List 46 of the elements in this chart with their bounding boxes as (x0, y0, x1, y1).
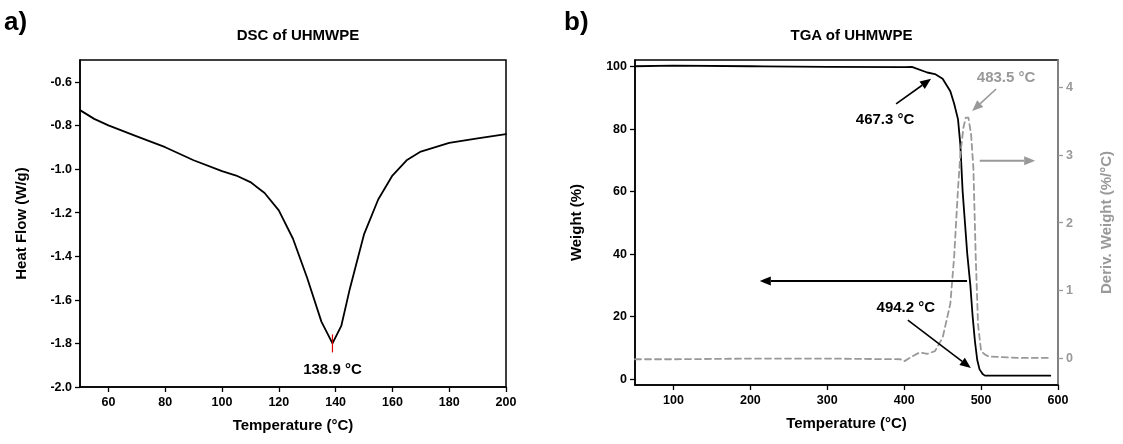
y2-tick-label: 2 (1066, 215, 1073, 230)
y-tick-label: 40 (613, 246, 628, 261)
x-tick-label: 160 (381, 394, 403, 409)
x-tick-label: 60 (101, 394, 116, 409)
y2-tick-label: 3 (1066, 147, 1073, 162)
y-tick-label: -1.8 (50, 336, 73, 351)
y-tick-label: 0 (620, 371, 628, 386)
y-tick-label: -1.0 (50, 162, 73, 176)
annotation: 483.5 °C (976, 68, 1036, 86)
text: a) (4, 6, 28, 36)
text: b) (564, 6, 589, 36)
y2-tick-label: 4 (1066, 80, 1073, 95)
x-tick-label: 300 (816, 392, 838, 407)
y-axis-title: Weight (%) (567, 183, 584, 262)
x-axis-title: Temperature (°C) (232, 416, 354, 433)
y-tick-label: -1.4 (50, 249, 73, 264)
y-axis-title: Heat Flow (W/g) (12, 167, 29, 280)
chart-title: DSC of UHMWPE (236, 26, 360, 43)
annotation: 494.2 °C (876, 298, 936, 316)
y-tick-label: -1.2 (50, 205, 73, 220)
y-tick-label: 80 (613, 121, 628, 136)
y2-tick-label: 0 (1066, 350, 1073, 365)
x-tick-label: 140 (325, 394, 347, 409)
y-tick-label: -2.0 (50, 380, 73, 394)
y-tick-label: 60 (613, 184, 628, 199)
x-tick-label: 100 (211, 394, 233, 409)
x-axis-title: Temperature (°C) (786, 414, 907, 431)
x-tick-label: 200 (495, 394, 517, 409)
x-tick-label: 600 (1047, 392, 1069, 407)
x-tick-label: 400 (893, 392, 915, 407)
y-tick-label: -0.6 (50, 74, 73, 89)
x-tick-label: 180 (438, 394, 460, 409)
y-tick-label: 100 (606, 59, 628, 74)
x-tick-label: 80 (158, 394, 173, 409)
y-tick-label: -1.6 (50, 292, 73, 307)
y2-tick-label: 1 (1066, 283, 1073, 298)
x-tick-label: 200 (739, 392, 761, 407)
y-tick-label: -0.8 (50, 118, 73, 133)
x-tick-label: 100 (663, 392, 684, 407)
y-tick-label: 20 (613, 309, 628, 324)
x-tick-label: 500 (970, 392, 992, 407)
annotation: 467.3 °C (855, 109, 915, 127)
annotation: 138.9 °C (303, 360, 362, 378)
y2-axis-title: Deriv. Weight (%/°C) (1097, 151, 1114, 294)
x-tick-label: 120 (268, 394, 290, 409)
chart-title: TGA of UHMWPE (790, 26, 913, 43)
